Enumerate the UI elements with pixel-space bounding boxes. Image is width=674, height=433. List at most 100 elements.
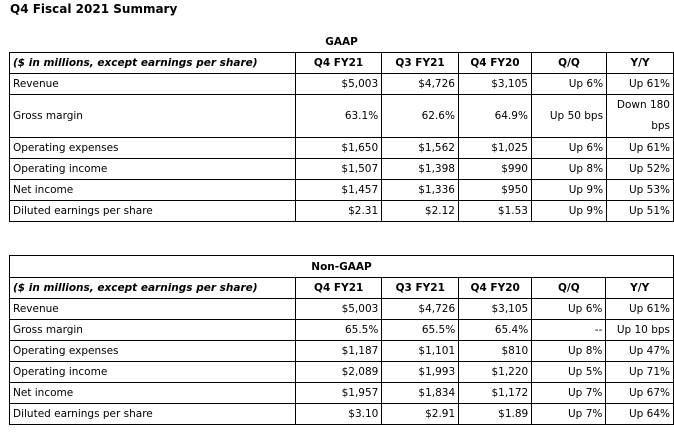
cell-q4fy21: $3.10 (295, 403, 383, 425)
cell-q4fy20: $990 (457, 158, 532, 180)
cell-q4fy21: $5,003 (294, 73, 383, 95)
cell-yy: Up 10 bps (605, 319, 674, 341)
gaap-header-q4fy20: Q4 FY20 (457, 52, 532, 74)
cell-q3fy21: 65.5% (381, 319, 460, 341)
cell-qq: Up 8% (531, 340, 607, 362)
gaap-header-label: ($ in millions, except earnings per shar… (9, 52, 296, 74)
cell-qq: -- (531, 319, 607, 341)
table-row: Gross margin 65.5% 65.5% 65.4% -- Up 10 … (8, 319, 674, 341)
table-row: Revenue $5,003 $4,726 $3,105 Up 6% Up 61… (8, 298, 674, 320)
cell-q4fy20: $3,105 (458, 298, 533, 320)
table-row: Operating income $1,507 $1,398 $990 Up 8… (9, 158, 674, 180)
table-row: Revenue $5,003 $4,726 $3,105 Up 6% Up 61… (9, 73, 674, 95)
cell-q3fy21: $1,101 (381, 340, 460, 362)
cell-q3fy21: $1,398 (381, 158, 459, 180)
cell-q4fy21: 65.5% (295, 319, 383, 341)
cell-q4fy20: $810 (458, 340, 533, 362)
cell-q3fy21: $4,726 (381, 298, 460, 320)
nongaap-table: Non-GAAP ($ in millions, except earnings… (8, 255, 674, 425)
cell-q4fy20: 64.9% (457, 94, 532, 138)
row-label: Gross margin (9, 94, 296, 138)
cell-yy: Up 61% (606, 137, 674, 159)
cell-q4fy21: $1,957 (295, 382, 383, 404)
cell-qq: Up 5% (531, 361, 607, 383)
cell-q3fy21: $2.91 (381, 403, 460, 425)
table-row: Net income $1,957 $1,834 $1,172 Up 7% Up… (8, 382, 674, 404)
row-label: Diluted earnings per share (9, 200, 296, 222)
row-label: Diluted earnings per share (8, 403, 297, 425)
gaap-header-yy: Y/Y (606, 52, 674, 74)
cell-q3fy21: $4,726 (381, 73, 459, 95)
nongaap-header-q4fy20: Q4 FY20 (458, 277, 533, 299)
cell-q4fy21: $1,457 (294, 179, 383, 201)
gaap-header-qq: Q/Q (530, 52, 608, 74)
cell-qq: Up 6% (531, 298, 607, 320)
cell-qq: Up 50 bps (530, 94, 608, 138)
cell-q4fy20: $1,220 (458, 361, 533, 383)
table-row: Gross margin 63.1% 62.6% 64.9% Up 50 bps… (9, 94, 674, 138)
cell-q4fy20: $950 (457, 179, 532, 201)
table-row: Operating income $2,089 $1,993 $1,220 Up… (8, 361, 674, 383)
cell-qq: Up 8% (530, 158, 608, 180)
cell-yy: Down 180 bps (606, 94, 674, 138)
nongaap-caption: Non-GAAP (9, 255, 674, 278)
cell-qq: Up 6% (530, 73, 608, 95)
cell-qq: Up 7% (531, 403, 607, 425)
cell-q3fy21: $1,336 (381, 179, 459, 201)
nongaap-header-label: ($ in millions, except earnings per shar… (8, 277, 297, 299)
cell-yy: Up 52% (606, 158, 674, 180)
cell-q3fy21: $1,834 (381, 382, 460, 404)
row-label: Operating income (8, 361, 297, 383)
cell-q4fy20: $1,025 (457, 137, 532, 159)
cell-qq: Up 9% (530, 179, 608, 201)
row-label: Net income (8, 382, 297, 404)
cell-q4fy21: $1,187 (295, 340, 383, 362)
cell-q3fy21: $1,562 (381, 137, 459, 159)
gaap-table: GAAP ($ in millions, except earnings per… (9, 31, 674, 222)
page-title: Q4 Fiscal 2021 Summary (10, 2, 178, 16)
gaap-header-q3fy21: Q3 FY21 (381, 52, 459, 74)
cell-q3fy21: $2.12 (381, 200, 459, 222)
nongaap-header-yy: Y/Y (605, 277, 674, 299)
cell-yy: Up 71% (605, 361, 674, 383)
row-label: Operating income (9, 158, 296, 180)
row-label: Operating expenses (8, 340, 297, 362)
nongaap-header-q4fy21: Q4 FY21 (295, 277, 383, 299)
cell-q4fy21: 63.1% (294, 94, 383, 138)
cell-q4fy20: $3,105 (457, 73, 532, 95)
row-label: Net income (9, 179, 296, 201)
row-label: Gross margin (8, 319, 297, 341)
cell-qq: Up 9% (530, 200, 608, 222)
cell-yy: Up 61% (605, 298, 674, 320)
cell-yy: Up 67% (605, 382, 674, 404)
table-row: Operating expenses $1,650 $1,562 $1,025 … (9, 137, 674, 159)
gaap-header-q4fy21: Q4 FY21 (294, 52, 383, 74)
table-row: Diluted earnings per share $3.10 $2.91 $… (8, 403, 674, 425)
cell-yy: Up 53% (606, 179, 674, 201)
cell-qq: Up 7% (531, 382, 607, 404)
cell-q4fy21: $5,003 (295, 298, 383, 320)
cell-q4fy20: $1.89 (458, 403, 533, 425)
cell-yy: Up 47% (605, 340, 674, 362)
cell-q4fy21: $1,507 (294, 158, 383, 180)
row-label: Operating expenses (9, 137, 296, 159)
cell-yy: Up 51% (606, 200, 674, 222)
cell-yy: Up 61% (606, 73, 674, 95)
cell-q3fy21: $1,993 (381, 361, 460, 383)
cell-yy: Up 64% (605, 403, 674, 425)
cell-q4fy20: $1,172 (458, 382, 533, 404)
nongaap-header-q3fy21: Q3 FY21 (381, 277, 460, 299)
cell-q4fy20: 65.4% (458, 319, 533, 341)
cell-q4fy21: $1,650 (294, 137, 383, 159)
nongaap-header-qq: Q/Q (531, 277, 607, 299)
cell-q4fy20: $1.53 (457, 200, 532, 222)
table-row: Operating expenses $1,187 $1,101 $810 Up… (8, 340, 674, 362)
row-label: Revenue (9, 73, 296, 95)
gaap-caption: GAAP (9, 31, 674, 53)
cell-q4fy21: $2.31 (294, 200, 383, 222)
cell-q4fy21: $2,089 (295, 361, 383, 383)
table-row: Diluted earnings per share $2.31 $2.12 $… (9, 200, 674, 222)
cell-q3fy21: 62.6% (381, 94, 459, 138)
table-row: Net income $1,457 $1,336 $950 Up 9% Up 5… (9, 179, 674, 201)
cell-qq: Up 6% (530, 137, 608, 159)
